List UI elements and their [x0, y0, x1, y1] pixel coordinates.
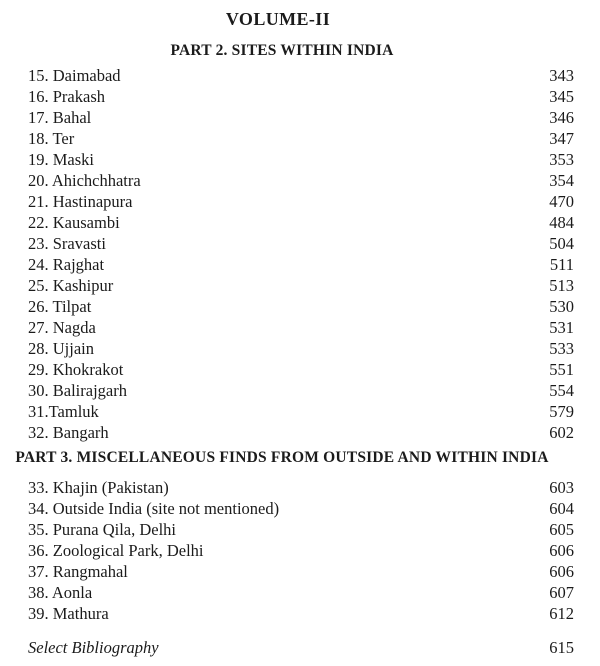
entry-title: 34. Outside India (site not mentioned) — [28, 499, 280, 518]
entry-title: 15. Daimabad — [28, 66, 121, 85]
entry-title: 24. Rajghat — [28, 255, 105, 274]
entry-title: 36. Zoological Park, Delhi — [28, 541, 204, 560]
entry-page-number: 470 — [549, 192, 574, 211]
entry-page-number: 347 — [549, 129, 574, 148]
toc-entry-row: 39. Mathura 612 — [0, 603, 600, 624]
entry-page-number: 607 — [549, 583, 574, 602]
section-entries: 33. Khajin (Pakistan) 603 34. Outside In… — [0, 477, 600, 624]
entry-page-number: 354 — [549, 171, 574, 190]
toc-entry-row: 35. Purana Qila, Delhi 605 — [0, 519, 600, 540]
entry-title: 16. Prakash — [28, 87, 105, 106]
entry-page-number: 343 — [549, 66, 574, 85]
toc-entry-row: 20. Ahichchhatra 354 — [0, 170, 600, 191]
toc-entry-row: 34. Outside India (site not mentioned) 6… — [0, 498, 600, 519]
toc-entry-row: 25. Kashipur 513 — [0, 275, 600, 296]
entry-title: 32. Bangarh — [28, 423, 109, 442]
toc-entry-row: 24. Rajghat 511 — [0, 254, 600, 275]
toc-entry-row: 29. Khokrakot 551 — [0, 359, 600, 380]
entry-title: 28. Ujjain — [28, 339, 94, 358]
entry-page-number: 511 — [549, 255, 574, 274]
entry-page-number: 606 — [549, 562, 574, 581]
entry-title: 25. Kashipur — [28, 276, 114, 295]
entry-title: 22. Kausambi — [28, 213, 120, 232]
entry-page-number: 345 — [549, 87, 574, 106]
entry-title: 33. Khajin (Pakistan) — [28, 478, 169, 497]
entry-title: 37. Rangmahal — [28, 562, 128, 581]
bibliography-label: Select Bibliography — [28, 638, 159, 657]
entry-title: 27. Nagda — [28, 318, 96, 337]
entry-page-number: 530 — [549, 297, 574, 316]
volume-title: VOLUME-II — [225, 9, 331, 29]
entry-page-number: 353 — [549, 150, 574, 169]
entry-title: 19. Maski — [28, 150, 94, 169]
toc-entry-row: 17. Bahal 346 — [0, 107, 600, 128]
toc-section: PART 3. MISCELLANEOUS FINDS FROM OUTSIDE… — [0, 449, 600, 624]
entry-page-number: 346 — [549, 108, 574, 127]
entry-page-number: 484 — [549, 213, 574, 232]
toc-entry-row: 15. Daimabad 343 — [0, 65, 600, 86]
entry-title: 20. Ahichchhatra — [28, 171, 141, 190]
section-entries: 15. Daimabad 343 16. Prakash 345 17. Bah… — [0, 65, 600, 443]
entry-title: 26. Tilpat — [28, 297, 92, 316]
section-heading: PART 3. MISCELLANEOUS FINDS FROM OUTSIDE… — [15, 449, 549, 466]
entry-page-number: 604 — [549, 499, 574, 518]
toc-entry-row: 33. Khajin (Pakistan) 603 — [0, 477, 600, 498]
entry-page-number: 579 — [549, 402, 574, 421]
entry-page-number: 612 — [549, 604, 574, 623]
entry-page-number: 602 — [549, 423, 574, 442]
entry-page-number: 554 — [549, 381, 574, 400]
entry-title: 39. Mathura — [28, 604, 109, 623]
entry-title: 21. Hastinapura — [28, 192, 133, 211]
entry-page-number: 606 — [549, 541, 574, 560]
entry-title: 18. Ter — [28, 129, 75, 148]
entry-page-number: 531 — [549, 318, 574, 337]
entry-page-number: 605 — [549, 520, 574, 539]
entry-title: 23. Sravasti — [28, 234, 106, 253]
toc-entry-row: 16. Prakash 345 — [0, 86, 600, 107]
entry-title: 29. Khokrakot — [28, 360, 124, 379]
entry-page-number: 551 — [549, 360, 574, 379]
entry-title: 35. Purana Qila, Delhi — [28, 520, 177, 539]
entry-page-number: 533 — [549, 339, 574, 358]
toc-entry-row: 28. Ujjain 533 — [0, 338, 600, 359]
toc-entry-row: 38. Aonla 607 — [0, 582, 600, 603]
toc-entry-row: 27. Nagda 531 — [0, 317, 600, 338]
toc-entry-row: 30. Balirajgarh 554 — [0, 380, 600, 401]
toc-sections: PART 2. SITES WITHIN INDIA 15. Daimabad … — [0, 42, 600, 624]
toc-section: PART 2. SITES WITHIN INDIA 15. Daimabad … — [0, 42, 600, 443]
entry-page-number: 504 — [549, 234, 574, 253]
entry-page-number: 513 — [549, 276, 574, 295]
entry-title: 30. Balirajgarh — [28, 381, 127, 400]
bibliography-row: Select Bibliography 615 — [0, 637, 600, 658]
entry-page-number: 603 — [549, 478, 574, 497]
entry-title: 38. Aonla — [28, 583, 93, 602]
toc-entry-row: 22. Kausambi 484 — [0, 212, 600, 233]
toc-entry-row: 31.Tamluk 579 — [0, 401, 600, 422]
toc-entry-row: 26. Tilpat 530 — [0, 296, 600, 317]
toc-entry-row: 19. Maski 353 — [0, 149, 600, 170]
entry-title: 31.Tamluk — [28, 402, 99, 421]
section-heading: PART 2. SITES WITHIN INDIA — [170, 42, 394, 59]
toc-entry-row: 23. Sravasti 504 — [0, 233, 600, 254]
entry-title: 17. Bahal — [28, 108, 92, 127]
toc-entry-row: 37. Rangmahal 606 — [0, 561, 600, 582]
toc-entry-row: 18. Ter 347 — [0, 128, 600, 149]
bibliography-page-number: 615 — [549, 638, 574, 657]
toc-entry-row: 36. Zoological Park, Delhi 606 — [0, 540, 600, 561]
toc-entry-row: 32. Bangarh 602 — [0, 422, 600, 443]
toc-entry-row: 21. Hastinapura 470 — [0, 191, 600, 212]
